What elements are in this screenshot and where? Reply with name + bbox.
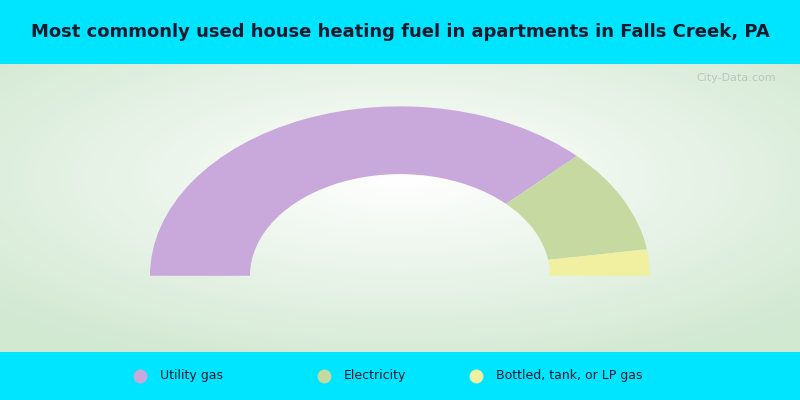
Text: Utility gas: Utility gas: [160, 370, 223, 382]
Text: Bottled, tank, or LP gas: Bottled, tank, or LP gas: [496, 370, 642, 382]
Text: Most commonly used house heating fuel in apartments in Falls Creek, PA: Most commonly used house heating fuel in…: [30, 23, 770, 41]
Text: Electricity: Electricity: [344, 370, 406, 382]
Wedge shape: [506, 156, 647, 260]
Wedge shape: [150, 106, 577, 276]
Wedge shape: [548, 249, 650, 276]
Text: City-Data.com: City-Data.com: [696, 73, 776, 83]
